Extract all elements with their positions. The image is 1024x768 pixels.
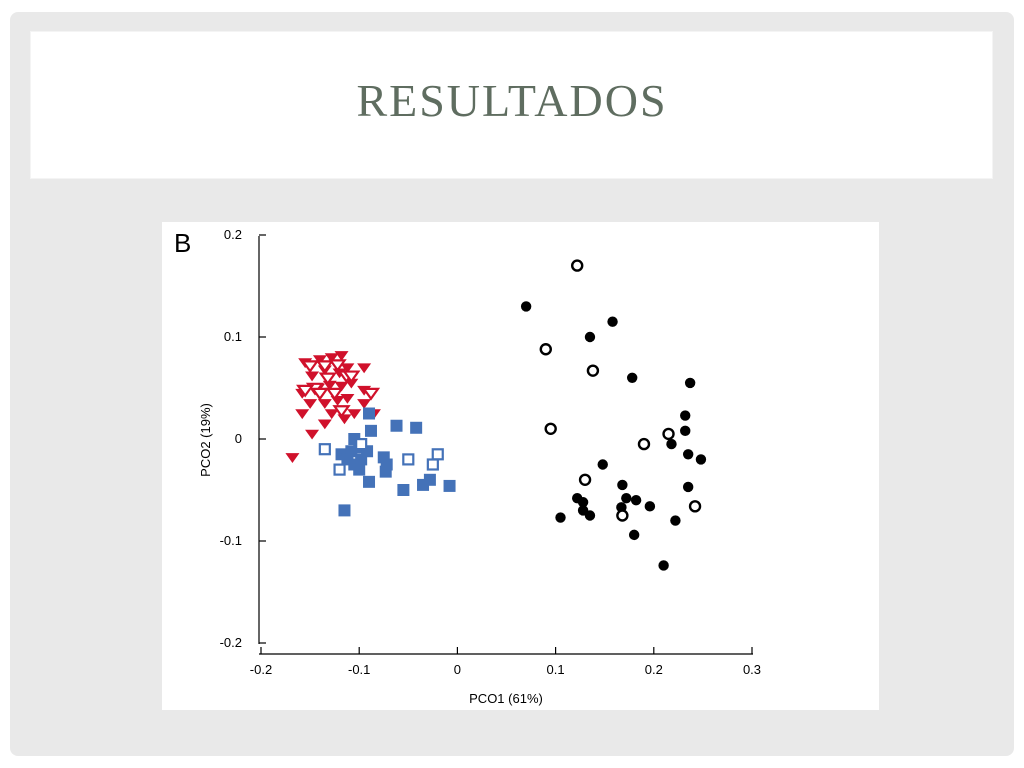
x-tick-label: -0.2	[250, 662, 272, 677]
data-point-square-open	[426, 458, 439, 471]
data-point-square-open	[431, 448, 444, 461]
data-point-triangle-down-filled	[357, 399, 372, 409]
slide-title: RESULTADOS	[356, 75, 668, 126]
data-point-circle-open	[571, 259, 584, 272]
data-point-circle-filled	[666, 438, 677, 450]
data-point-circle-open	[637, 437, 651, 451]
data-point-square-open	[333, 463, 346, 476]
panel-label: B	[174, 228, 191, 258]
y-tick-label: -0.1	[220, 533, 242, 548]
y-tick-label: -0.2	[220, 635, 242, 650]
data-point-square-filled	[364, 424, 377, 437]
data-point-circle-filled	[630, 495, 642, 506]
data-point-triangle-down-filled	[305, 371, 320, 382]
data-point-circle-filled	[695, 454, 707, 465]
data-point-square-filled	[390, 419, 403, 432]
data-point-circle-filled	[626, 372, 638, 383]
data-point-circle-filled	[680, 425, 691, 437]
data-point-square-filled	[423, 473, 436, 486]
data-point-triangle-down-filled	[337, 414, 352, 425]
data-point-circle-filled	[628, 529, 640, 541]
data-point-square-filled	[379, 465, 392, 478]
data-point-square-filled	[353, 463, 366, 476]
data-point-square-open	[318, 443, 331, 456]
data-point-circle-filled	[684, 377, 696, 389]
data-point-triangle-down-filled	[340, 363, 355, 374]
data-point-triangle-down-filled	[324, 353, 339, 363]
data-point-triangle-down-filled	[317, 399, 332, 409]
data-point-circle-filled	[682, 449, 694, 460]
data-point-triangle-down-open	[310, 387, 330, 401]
data-points	[285, 259, 707, 571]
data-point-triangle-down-filled	[324, 409, 339, 420]
data-point-triangle-down-filled	[285, 453, 300, 463]
data-point-circle-filled	[644, 501, 656, 512]
data-point-circle-filled	[584, 510, 596, 521]
data-point-triangle-down-open	[328, 359, 347, 373]
data-point-square-filled	[397, 484, 410, 496]
y-axis-label: PCO2 (19%)	[198, 403, 213, 477]
x-tick-label: 0.3	[743, 662, 761, 677]
data-point-circle-open	[539, 343, 552, 356]
data-point-square-filled	[410, 421, 423, 434]
y-tick-label: 0	[235, 431, 242, 446]
data-point-circle-open	[616, 509, 629, 522]
data-point-triangle-down-filled	[322, 380, 337, 391]
x-tick-label: -0.1	[348, 662, 370, 677]
axis-ticks: -0.2 -0.1 0 0.1 0.2 0.3 -0.2 -0.1 0 0.1 0.2	[220, 227, 761, 677]
x-tick-label: 0.2	[645, 662, 663, 677]
data-point-circle-filled	[680, 410, 691, 421]
x-axis-label: PCO1 (61%)	[469, 691, 543, 706]
data-point-circle-open	[578, 473, 592, 486]
data-point-triangle-down-open	[300, 360, 320, 374]
x-tick-label: 0	[454, 662, 461, 677]
data-point-circle-open	[688, 500, 702, 513]
data-point-square-open	[355, 438, 368, 451]
data-point-circle-open	[586, 364, 600, 377]
data-point-triangle-down-open	[332, 405, 351, 418]
data-point-triangle-down-open	[315, 360, 334, 374]
data-point-circle-filled	[658, 560, 669, 571]
data-point-circle-filled	[617, 479, 628, 491]
data-point-triangle-down-filled	[303, 399, 318, 409]
data-point-circle-filled	[520, 301, 532, 312]
data-point-triangle-down-open	[325, 387, 344, 401]
data-point-circle-filled	[577, 497, 589, 508]
data-point-triangle-down-filled	[295, 409, 310, 420]
data-point-triangle-down-filled	[334, 381, 349, 392]
scatter-chart: B PCO1 (61%) PCO2 (19%) -0.2 -0.1 0 0.1 0.2 0…	[174, 227, 761, 706]
data-point-circle-open	[662, 427, 675, 441]
data-point-triangle-down-open	[318, 372, 337, 386]
data-point-circle-filled	[682, 481, 694, 493]
data-point-circle-filled	[597, 459, 608, 470]
data-point-triangle-down-open	[342, 370, 361, 384]
data-point-triangle-down-filled	[347, 409, 362, 420]
data-point-triangle-down-filled	[305, 429, 320, 440]
y-tick-label: 0.2	[224, 227, 242, 242]
data-point-circle-filled	[584, 331, 596, 343]
data-point-square-filled	[363, 475, 376, 488]
data-point-square-open	[402, 453, 415, 466]
data-point-triangle-down-open	[361, 387, 381, 401]
data-point-circle-filled	[621, 492, 632, 504]
data-point-triangle-down-filled	[317, 419, 332, 430]
data-point-triangle-down-filled	[340, 394, 355, 404]
data-point-circle-open	[544, 422, 557, 436]
data-point-triangle-down-open	[296, 384, 315, 398]
title-box	[31, 32, 992, 178]
scatter-figure: B PCO1 (61%) PCO2 (19%) -0.2 -0.1 0 0.1 0.2 0…	[162, 222, 879, 710]
data-point-square-filled	[443, 479, 456, 492]
y-tick-label: 0.1	[224, 329, 242, 344]
data-point-circle-filled	[555, 512, 566, 523]
data-point-triangle-down-filled	[334, 351, 349, 361]
data-point-circle-filled	[670, 515, 681, 526]
data-point-circle-filled	[607, 316, 618, 327]
data-point-triangle-down-filled	[357, 363, 372, 374]
data-point-square-filled	[363, 407, 376, 420]
data-point-square-filled	[338, 504, 351, 517]
data-point-square-filled	[355, 453, 368, 466]
data-point-triangle-down-filled	[312, 355, 327, 366]
x-tick-label: 0.1	[547, 662, 565, 677]
